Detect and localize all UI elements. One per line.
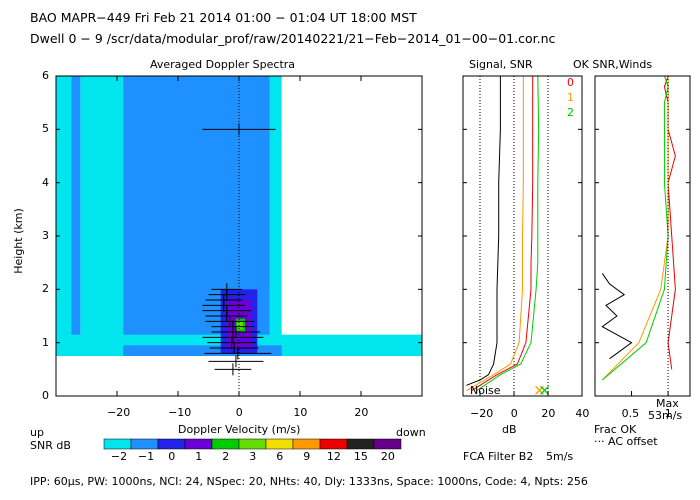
xtick-label-0-1: −10 (168, 406, 192, 419)
ok-offset-label: ··· AC offset (594, 435, 658, 448)
xtick-label-2-1: 1 (664, 407, 672, 420)
colorbar-swatch-10 (373, 438, 402, 450)
xtick-label-1-2: 20 (541, 407, 556, 420)
colorbar-tick-2: 0 (168, 450, 176, 463)
snr-series-3 (466, 76, 501, 386)
xtick-label-0-2: 0 (235, 406, 243, 419)
ytick-label-4: 4 (42, 175, 49, 189)
colorbar-swatch-7 (292, 438, 321, 450)
colorbar-swatch-2 (157, 438, 186, 450)
heatmap-region-6 (123, 345, 282, 356)
colorbar-swatch-3 (184, 438, 213, 450)
heatmap-region-1 (71, 76, 81, 354)
colorbar-tick-4: 2 (222, 450, 230, 463)
snr-series-1 (466, 76, 524, 392)
snr-panel-lines (466, 75, 550, 396)
ok-series-1 (601, 76, 669, 381)
snr-title: Signal, SNR (469, 58, 533, 71)
header-title: BAO MAPR−449 Fri Feb 21 2014 01:00 − 01:… (30, 10, 417, 25)
axes (55, 75, 691, 397)
snr-series-2 (476, 75, 540, 392)
noise-label: Noise (470, 384, 501, 397)
ytick-label-6: 6 (42, 69, 49, 82)
spectra-ylabel: Height (km) (11, 208, 25, 274)
snr-xlabel: dB (502, 423, 517, 436)
colorbar-tick-8: 12 (326, 450, 341, 463)
ok-frac-label: Frac OK (594, 423, 637, 436)
colorbar-tick-0: −2 (110, 450, 128, 463)
corner-down-label: down (396, 426, 426, 439)
ytick-label-3: 3 (42, 229, 49, 242)
colorbar-swatch-4 (211, 438, 240, 450)
colorbar-swatch-1 (130, 438, 159, 450)
ok-series-3 (601, 273, 633, 360)
spectra-errorbars (202, 123, 276, 376)
colorbar-swatch-5 (238, 438, 267, 450)
colorbar-swatch-6 (265, 438, 294, 450)
header-file-path: Dwell 0 − 9 /scr/data/modular_prof/raw/2… (30, 31, 556, 46)
colorbar (103, 438, 402, 450)
spectra-xlabel: Doppler Velocity (m/s) (178, 423, 301, 436)
heatmap-region-0 (56, 76, 72, 348)
ok-panel-lines (601, 75, 676, 396)
colorbar-swatch-9 (346, 438, 375, 450)
colorbar-label: SNR dB (30, 439, 71, 452)
colorbar-tick-9: 15 (353, 450, 368, 463)
heatmap-region-10 (237, 321, 243, 330)
colorbar-tick-7: 9 (303, 450, 311, 463)
colorbar-tick-10: 20 (380, 450, 395, 463)
legend-series-1: 1 (567, 91, 574, 104)
ok-series-2 (601, 75, 669, 381)
xtick-label-1-0: −20 (470, 407, 494, 420)
xtick-label-0-4: 20 (354, 406, 369, 419)
xtick-label-0-3: 10 (293, 406, 308, 419)
snr-series-0 (471, 76, 534, 392)
legend-series-2: 2 (567, 106, 574, 119)
xtick-label-1-3: 40 (575, 407, 590, 420)
colorbar-tick-5: 3 (249, 450, 257, 463)
ok-title: OK SNR,Winds (573, 58, 653, 71)
max-value: 53m/s (648, 409, 683, 422)
corner-up-label: up (30, 426, 44, 439)
ytick-label-0: 0 (42, 389, 49, 402)
ytick-label-1: 1 (42, 335, 49, 349)
colorbar-tick-6: 6 (276, 450, 284, 463)
colorbar-swatch-8 (319, 438, 348, 450)
panel-frame-2 (594, 75, 691, 397)
legend-series-0: 0 (567, 76, 574, 89)
heatmap-region-2 (80, 76, 124, 354)
colorbar-swatch-0 (103, 438, 132, 450)
ok-series-0 (663, 75, 676, 370)
footer-params: IPP: 60μs, PW: 1000ns, NCI: 24, NSpec: 2… (30, 475, 588, 488)
xtick-label-2-0: 0.5 (621, 407, 640, 420)
spectra-title: Averaged Doppler Spectra (150, 58, 296, 71)
ytick-label-5: 5 (42, 122, 49, 136)
snr-marker-1 (540, 385, 550, 395)
ytick-label-2: 2 (42, 282, 49, 296)
xtick-label-0-0: −20 (107, 406, 131, 419)
xtick-label-1-1: 0 (510, 407, 518, 420)
speed-label: 5m/s (546, 450, 574, 463)
colorbar-tick-3: 1 (195, 450, 203, 463)
colorbar-tick-1: −1 (137, 450, 155, 463)
heatmap-region-4 (269, 76, 282, 354)
fca-filter-label: FCA Filter B2 (463, 450, 534, 463)
max-label: Max (656, 397, 679, 410)
